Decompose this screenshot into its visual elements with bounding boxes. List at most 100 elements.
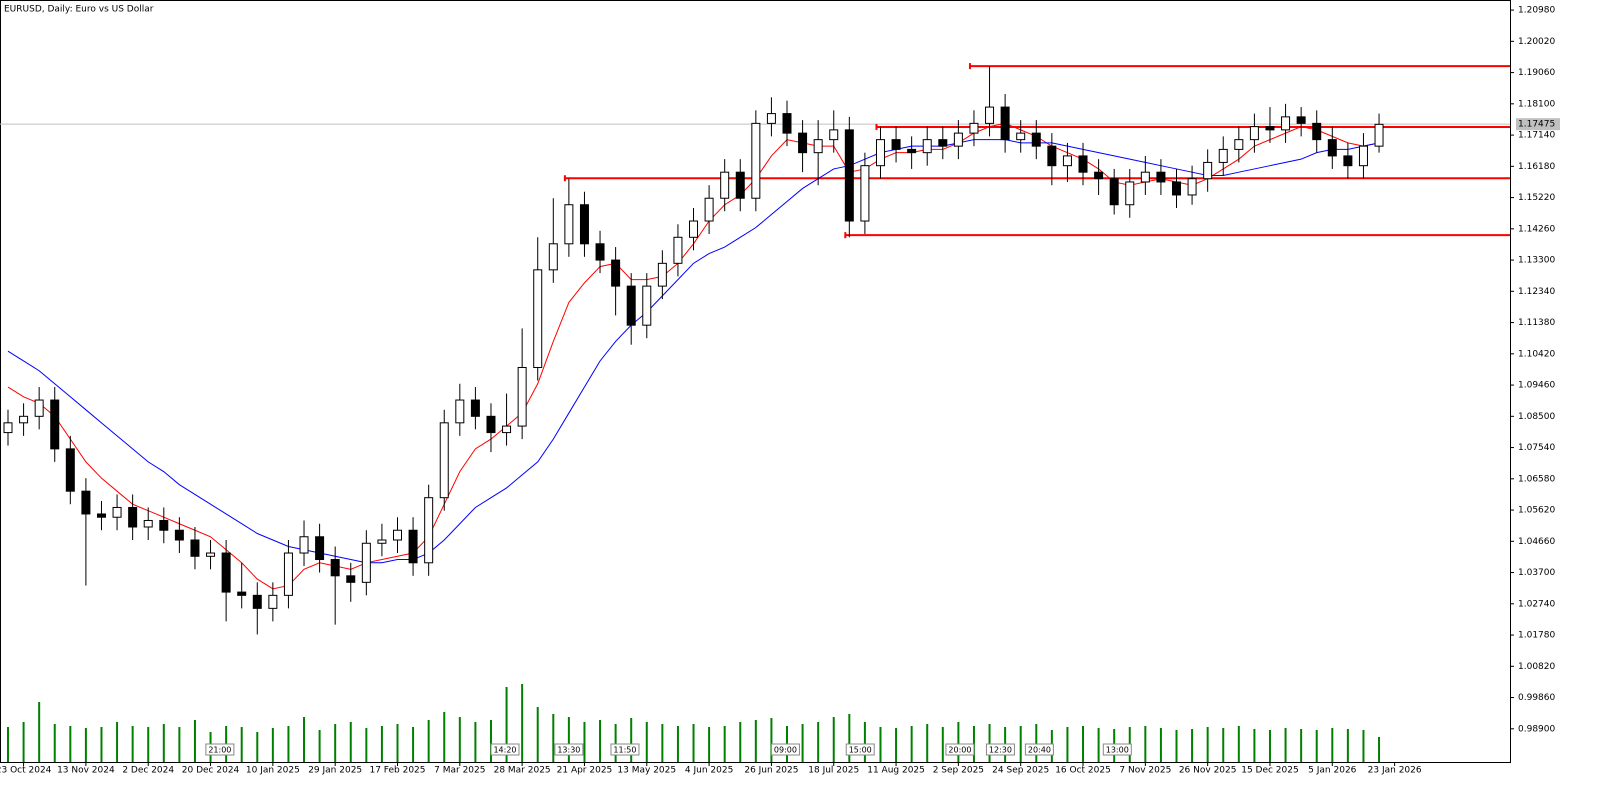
candle-body: [1296, 116, 1306, 124]
time-marker: 13:00: [1106, 746, 1129, 755]
candle-body: [1000, 106, 1010, 141]
candle-body: [611, 259, 621, 287]
candle-body: [96, 513, 106, 518]
candle-body: [206, 552, 216, 557]
x-tick-label: 16 Oct 2025: [1055, 766, 1111, 776]
candle-body: [1031, 132, 1041, 147]
x-tick-label: 23 Oct 2024: [0, 766, 52, 776]
candle-body: [1094, 171, 1104, 180]
candle-body: [299, 536, 309, 554]
candle-body: [455, 399, 465, 424]
candle-body: [938, 139, 948, 147]
candle-body: [642, 285, 652, 326]
candle-body: [798, 132, 808, 154]
candle-body: [252, 594, 262, 609]
candle-body: [860, 165, 870, 222]
y-tick-label: 1.03700: [1518, 568, 1555, 578]
candle-body: [704, 197, 714, 222]
y-tick-label: 1.05620: [1518, 506, 1555, 516]
time-marker: 11:50: [613, 746, 636, 755]
candle-body: [564, 204, 574, 245]
y-tick-label: 1.01780: [1518, 631, 1555, 641]
candle-body: [595, 243, 605, 261]
candle-body: [1249, 126, 1259, 141]
x-tick-label: 20 Dec 2024: [182, 766, 240, 776]
candle-body: [439, 422, 449, 499]
x-tick-label: 18 Jul 2025: [808, 766, 859, 776]
time-marker: 13:30: [557, 746, 580, 755]
candle-body: [766, 113, 776, 124]
candle-body: [673, 236, 683, 264]
x-tick-label: 13 Nov 2024: [57, 766, 115, 776]
x-tick-label: 29 Jan 2025: [308, 766, 362, 776]
moving-average: [7, 139, 1380, 564]
candle-body: [65, 448, 75, 492]
candle-body: [922, 139, 932, 154]
time-marker-box: [205, 743, 235, 756]
candle-body: [1062, 155, 1072, 167]
candle-body: [1358, 145, 1368, 167]
time-marker: 09:00: [774, 746, 797, 755]
candle-body: [969, 122, 979, 134]
time-marker: 20:00: [948, 746, 971, 755]
time-marker-box: [945, 743, 975, 756]
time-marker-box: [1024, 743, 1054, 756]
y-tick-label: 1.20020: [1518, 37, 1555, 47]
y-tick-label: 1.20980: [1518, 6, 1555, 16]
candle-body: [128, 506, 138, 528]
y-tick-label: 1.02740: [1518, 599, 1555, 609]
x-tick-label: 2 Sep 2025: [933, 766, 984, 776]
candle-body: [34, 399, 44, 417]
time-marker: 14:20: [493, 746, 516, 755]
y-tick-label: 1.10420: [1518, 349, 1555, 359]
candle-body: [470, 399, 480, 417]
candle-body: [19, 415, 29, 424]
candle-body: [1218, 148, 1228, 163]
y-tick-label: 1.19060: [1518, 68, 1555, 78]
candle-body: [1343, 155, 1353, 167]
time-marker-box: [845, 743, 875, 756]
candle-body: [1312, 122, 1322, 141]
candle-body: [1140, 171, 1150, 183]
x-tick-label: 24 Sep 2025: [992, 766, 1049, 776]
candle-body: [330, 559, 340, 577]
x-tick-label: 10 Jan 2025: [246, 766, 300, 776]
x-tick-label: 4 Jun 2025: [685, 766, 733, 776]
candle-body: [377, 539, 387, 544]
candle-body: [1016, 132, 1026, 141]
y-tick-label: 1.12340: [1518, 287, 1555, 297]
current-price-label: 1.17475: [1518, 120, 1555, 130]
candle-body: [1078, 155, 1088, 173]
candle-body: [657, 262, 667, 287]
candle-body: [1203, 161, 1213, 180]
y-tick-label: 1.14260: [1518, 224, 1555, 234]
candle-body: [720, 171, 730, 199]
x-tick-label: 7 Mar 2025: [434, 766, 485, 776]
y-tick-label: 1.08500: [1518, 412, 1555, 422]
x-tick-label: 26 Nov 2025: [1179, 766, 1237, 776]
y-tick-label: 1.06580: [1518, 474, 1555, 484]
current-price-box: [1516, 118, 1560, 131]
candle-body: [190, 539, 200, 557]
x-tick-label: 2 Dec 2024: [122, 766, 174, 776]
x-tick-label: 23 Jan 2026: [1368, 766, 1422, 776]
x-tick-label: 28 Mar 2025: [494, 766, 551, 776]
candle-body: [174, 529, 184, 541]
candle-body: [268, 594, 278, 609]
y-tick-label: 0.98900: [1518, 724, 1555, 734]
y-tick-label: 1.15220: [1518, 193, 1555, 203]
candle-body: [1327, 139, 1337, 157]
y-tick-label: 1.04660: [1518, 537, 1555, 547]
candle-body: [81, 490, 91, 515]
time-marker-box: [985, 743, 1015, 756]
candle-body: [1265, 126, 1275, 131]
chart-title: EURUSD, Daily: Euro vs US Dollar: [4, 5, 154, 15]
y-tick-label: 0.99860: [1518, 693, 1555, 703]
candle-body: [1109, 178, 1119, 206]
y-tick-label: 1.07540: [1518, 443, 1555, 453]
y-tick-label: 1.18100: [1518, 99, 1555, 109]
candle-body: [1234, 139, 1244, 150]
x-tick-label: 7 Nov 2025: [1119, 766, 1171, 776]
candle-body: [579, 204, 589, 245]
candle-body: [735, 171, 745, 199]
